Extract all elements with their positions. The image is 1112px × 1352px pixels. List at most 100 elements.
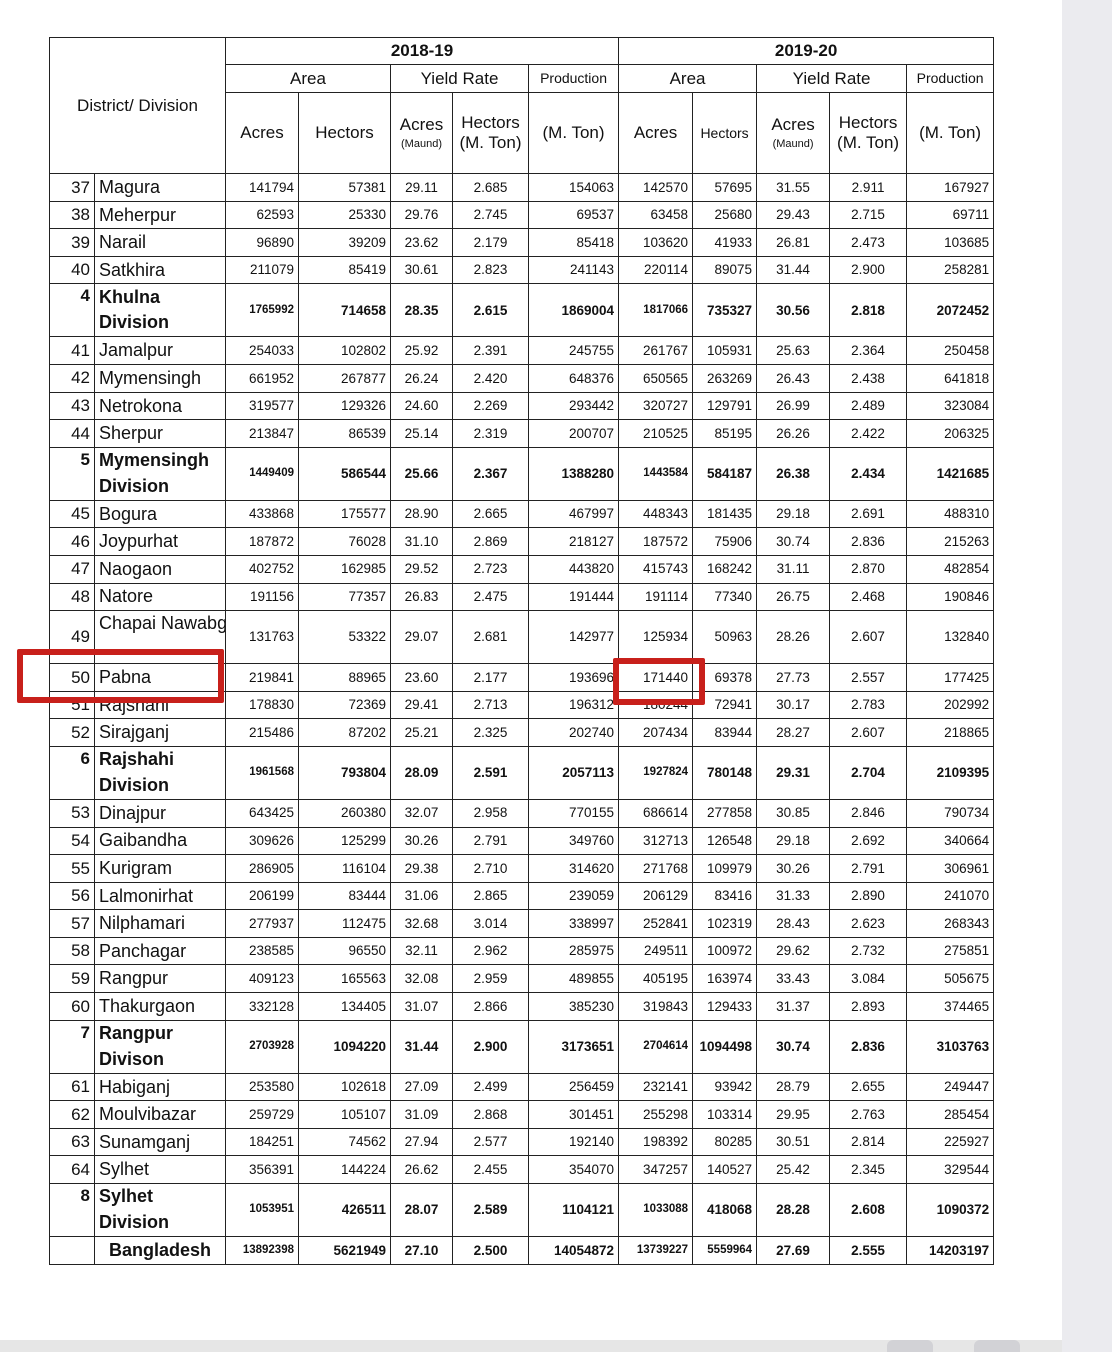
- table-cell: 415743: [618, 554, 694, 584]
- table-cell: 27.09: [390, 1072, 453, 1102]
- table-cell: 1094220: [298, 1019, 391, 1074]
- scroll-tab[interactable]: [974, 1340, 1020, 1352]
- table-cell: 88965: [298, 663, 391, 692]
- yield-rate-header: Yield Rate: [756, 64, 908, 93]
- table-cell: 2.499: [452, 1072, 529, 1102]
- table-row: 63 Sunamganj 184251 74562 27.94 2.577 192140 19…: [49, 1127, 995, 1157]
- table-cell: 319843: [618, 992, 694, 1021]
- table-cell: 2.589: [452, 1183, 529, 1238]
- table-cell: 190846: [906, 582, 995, 612]
- table-cell: 167927: [906, 173, 995, 202]
- table-cell: 648376: [527, 363, 620, 393]
- table-cell: 29.31: [756, 745, 831, 800]
- table-row: 56 Lalmonirhat 206199 83444 31.06 2.865 239059…: [49, 881, 995, 911]
- row-number: 57: [49, 909, 95, 938]
- table-cell: 28.35: [390, 283, 453, 338]
- table-cell: 1094498: [692, 1019, 758, 1074]
- table-cell: 102802: [298, 336, 391, 365]
- table-cell: 77340: [692, 582, 758, 612]
- scroll-tab[interactable]: [887, 1340, 933, 1352]
- table-cell: 2.422: [829, 419, 908, 448]
- table-cell: 28.79: [756, 1072, 831, 1102]
- table-cell: 187872: [225, 527, 299, 556]
- table-cell: 2.615: [452, 283, 529, 338]
- row-number: 51: [49, 690, 95, 720]
- viewer-bottom-bar: [0, 1340, 1062, 1352]
- district-name: Moulvibazar: [94, 1100, 226, 1129]
- table-cell: 790734: [906, 798, 995, 828]
- table-cell: 2704614: [618, 1019, 694, 1074]
- row-number: 59: [49, 964, 95, 994]
- table-cell: 29.18: [756, 499, 831, 529]
- table-row: 62 Moulvibazar 259729 105107 31.09 2.868 30145…: [49, 1100, 995, 1129]
- table-cell: 2.791: [452, 826, 529, 856]
- table-cell: 2.468: [829, 582, 908, 612]
- table-cell: 154063: [527, 173, 620, 202]
- row-number: 5: [49, 446, 95, 501]
- table-row: 37 Magura 141794 57381 29.11 2.685 154063 14257…: [49, 173, 995, 202]
- table-cell: 426511: [298, 1183, 391, 1238]
- row-number: 45: [49, 499, 95, 529]
- table-cell: 467997: [527, 499, 620, 529]
- table-cell: 340664: [906, 826, 995, 856]
- table-cell: 63458: [618, 200, 694, 230]
- table-cell: 255298: [618, 1100, 694, 1129]
- table-cell: 215486: [225, 718, 299, 747]
- division-row: 5 Mymensingh Division 1449409 586544 25.66 2.…: [49, 446, 995, 501]
- table-row: 40 Satkhira 211079 85419 30.61 2.823 241143 220…: [49, 255, 995, 285]
- table-cell: 26.75: [756, 582, 831, 612]
- table-cell: 25.14: [390, 419, 453, 448]
- table-cell: 28.07: [390, 1183, 453, 1238]
- table-cell: 2703928: [225, 1019, 299, 1074]
- table-cell: 131763: [225, 610, 299, 665]
- table-cell: 347257: [618, 1155, 694, 1185]
- table-cell: 206129: [618, 881, 694, 911]
- table-cell: 2.455: [452, 1155, 529, 1185]
- table-cell: 28.27: [756, 718, 831, 747]
- table-cell: 2.500: [452, 1236, 529, 1266]
- table-cell: 2.783: [829, 690, 908, 720]
- table-cell: 2.420: [452, 363, 529, 393]
- table-cell: 27.94: [390, 1127, 453, 1157]
- division-row: 6 Rajshahi Division 1961568 793804 28.09 2.59…: [49, 745, 995, 800]
- table-cell: 1104121: [527, 1183, 620, 1238]
- table-cell: 29.95: [756, 1100, 831, 1129]
- table-cell: 103314: [692, 1100, 758, 1129]
- table-cell: 286905: [225, 854, 299, 883]
- table-cell: 29.38: [390, 854, 453, 883]
- table-cell: 206199: [225, 881, 299, 911]
- table-cell: 2.893: [829, 992, 908, 1021]
- table-cell: 586544: [298, 446, 391, 501]
- table-cell: 62593: [225, 200, 299, 230]
- table-cell: 219841: [225, 663, 299, 692]
- table-cell: 409123: [225, 964, 299, 994]
- acres-header: Acres: [618, 92, 694, 174]
- table-cell: 2.868: [452, 1100, 529, 1129]
- row-number: 52: [49, 718, 95, 747]
- table-cell: 1927824: [618, 745, 694, 800]
- table-cell: 57695: [692, 173, 758, 202]
- table-cell: 29.11: [390, 173, 453, 202]
- table-cell: 132840: [906, 610, 995, 665]
- row-number: 62: [49, 1100, 95, 1129]
- table-cell: 30.74: [756, 527, 831, 556]
- table-cell: 2.959: [452, 964, 529, 994]
- table-cell: 385230: [527, 992, 620, 1021]
- row-number: 4: [49, 283, 95, 338]
- table-cell: 89075: [692, 255, 758, 285]
- table-cell: 2.962: [452, 936, 529, 966]
- table-cell: 3173651: [527, 1019, 620, 1074]
- table-cell: 250458: [906, 336, 995, 365]
- district-name: Dinajpur: [94, 798, 226, 828]
- table-cell: 32.08: [390, 964, 453, 994]
- row-number: 48: [49, 582, 95, 612]
- table-cell: 1443584: [618, 446, 694, 501]
- table-cell: 218127: [527, 527, 620, 556]
- district-name: Meherpur: [94, 200, 226, 230]
- table-cell: 93942: [692, 1072, 758, 1102]
- table-cell: 793804: [298, 745, 391, 800]
- division-row: 4 Khulna Division 1765992 714658 28.35 2.615 1…: [49, 283, 995, 338]
- table-cell: 75906: [692, 527, 758, 556]
- table-cell: 30.74: [756, 1019, 831, 1074]
- table-cell: 320727: [618, 391, 694, 421]
